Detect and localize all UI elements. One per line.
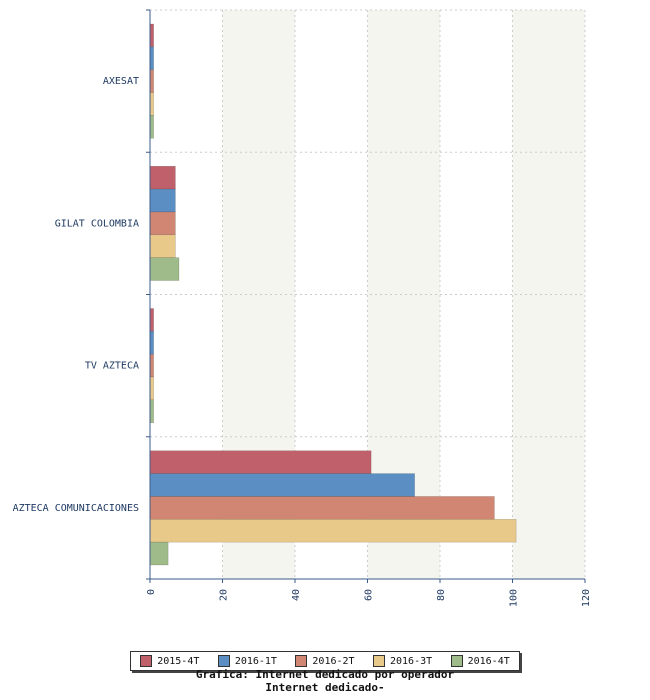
bar-2016-2T-0	[149, 69, 154, 93]
legend-swatch	[140, 655, 153, 667]
bar-chart: AXESAT GILAT COLOMBIA TV AZTECA AZTECA COMU…	[13, 9, 592, 607]
category-label: AXESAT	[103, 76, 139, 87]
x-tick-label: 40	[291, 589, 302, 601]
legend-swatch	[217, 655, 230, 667]
bar-2016-1T-1	[149, 188, 176, 213]
bar-2016-4T-3	[149, 541, 169, 566]
legend: 2015-4T 2016-1T 2016-2T 2016-3T 2016-4T	[130, 651, 520, 671]
x-tick-label: 80	[436, 589, 447, 601]
bar-2016-2T-3	[149, 496, 495, 520]
legend-item: 2016-4T	[450, 655, 510, 667]
legend-item: 2016-3T	[373, 655, 432, 667]
bar-2016-1T-2	[149, 331, 154, 355]
legend-swatch	[295, 655, 308, 667]
x-tick-label: 100	[509, 589, 520, 607]
bar-2016-2T-1	[149, 211, 176, 236]
bar-2016-1T-3	[149, 473, 415, 497]
legend-swatch	[450, 655, 463, 667]
legend-label: 2016-4T	[467, 655, 510, 667]
legend-label: 2015-4T	[157, 655, 200, 667]
chart-caption-subtitle: Internet dedicado-	[265, 681, 385, 694]
x-tick-label: 120	[581, 589, 592, 607]
bar-2016-1T-0	[149, 46, 154, 70]
x-tick-label: 0	[146, 589, 157, 595]
category-label: TV AZTECA	[85, 361, 139, 372]
bar-2016-2T-2	[149, 353, 154, 378]
grid-band	[512, 10, 585, 579]
bar-2016-4T-1	[149, 257, 180, 281]
bar-2016-3T-2	[149, 376, 154, 401]
bar-2015-4T-0	[149, 23, 154, 48]
legend-item: 2016-2T	[295, 655, 355, 667]
bar-2016-3T-0	[149, 92, 154, 116]
bar-2015-4T-1	[149, 166, 176, 190]
legend-label: 2016-3T	[390, 655, 433, 667]
legend-label: 2016-1T	[234, 655, 277, 667]
legend-item: 2016-1T	[217, 655, 277, 667]
category-label: GILAT COLOMBIA	[55, 218, 139, 229]
bar-2016-3T-3	[149, 519, 517, 543]
category-label: AZTECA COMUNICACIONES	[13, 503, 139, 514]
bar-2016-4T-0	[149, 115, 154, 139]
bar-2015-4T-3	[149, 450, 372, 474]
bar-2015-4T-2	[149, 308, 154, 332]
bar-2016-4T-2	[149, 399, 154, 423]
legend-item: 2015-4T	[140, 655, 199, 667]
x-tick-label: 20	[219, 589, 230, 601]
legend-swatch	[373, 655, 385, 667]
chart-caption-title: Grafica: Internet dedicado por operador	[195, 668, 455, 681]
x-tick-label: 60	[364, 589, 375, 601]
legend-label: 2016-2T	[312, 655, 355, 667]
bar-2016-3T-1	[149, 234, 176, 258]
